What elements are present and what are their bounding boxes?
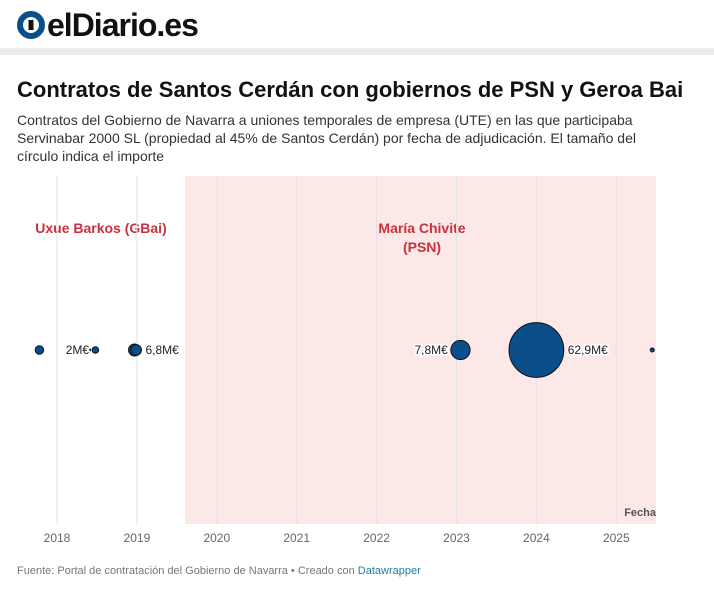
contract-bubble <box>450 339 471 361</box>
data-label: 2M€ <box>66 343 90 357</box>
eldiario-logo-icon <box>17 11 45 39</box>
bubble-timeline-chart: Uxue Barkos (GBai) María Chivite (PSN) 2018… <box>34 176 657 545</box>
period-label: Uxue Barkos (GBai) <box>35 220 166 236</box>
contract-bubble <box>83 346 92 354</box>
contract-bubble <box>649 347 655 353</box>
contract-bubble <box>91 346 100 354</box>
period-label: (PSN) <box>403 239 441 255</box>
x-tick-label: 2025 <box>603 531 630 545</box>
x-axis-label: Fecha <box>624 507 657 519</box>
data-label: 7,8M€ <box>415 343 449 357</box>
chart-footer: Fuente: Portal de contratación del Gobie… <box>17 565 421 577</box>
x-tick-label: 2020 <box>203 531 230 545</box>
datawrapper-link[interactable]: Datawrapper <box>357 565 421 577</box>
source-note: Fuente: Portal de contratación del Gobie… <box>17 565 355 577</box>
x-tick-label: 2023 <box>443 531 470 545</box>
data-label: 62,9M€ <box>568 343 608 357</box>
contract-bubble <box>508 322 565 378</box>
chart-title: Contratos de Santos Cerdán con gobiernos… <box>17 77 684 102</box>
x-tick-label: 2019 <box>124 531 151 545</box>
header-divider <box>0 48 714 55</box>
x-tick-label: 2021 <box>283 531 310 545</box>
data-label: 6,8M€ <box>145 343 179 357</box>
masthead: elDiario.es <box>0 0 714 48</box>
period-label: María Chivite <box>378 220 465 236</box>
x-tick-label: 2024 <box>523 531 550 545</box>
logo-wordmark: elDiario.es <box>47 7 199 43</box>
eldiario-logo[interactable]: elDiario.es <box>17 5 199 45</box>
chart-subtitle: Contratos del Gobierno de Navarra a unio… <box>17 112 636 164</box>
contract-bubble <box>34 345 45 355</box>
x-tick-label: 2022 <box>363 531 390 545</box>
contract-bubble <box>130 344 142 356</box>
x-tick-label: 2018 <box>44 531 71 545</box>
period-band <box>184 176 656 524</box>
